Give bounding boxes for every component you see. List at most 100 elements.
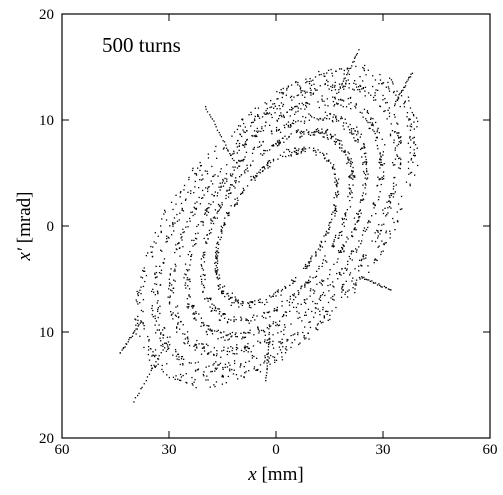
- scatter-point: [319, 320, 321, 322]
- scatter-point: [172, 354, 174, 356]
- scatter-point: [403, 86, 405, 89]
- scatter-point: [317, 149, 319, 151]
- scatter-point: [258, 146, 261, 148]
- scatter-point: [218, 209, 221, 211]
- scatter-point: [339, 146, 341, 149]
- scatter-point: [396, 132, 398, 134]
- scatter-point: [364, 183, 366, 185]
- scatter-point: [326, 313, 328, 315]
- scatter-point: [307, 308, 310, 310]
- scatter-point: [217, 364, 219, 366]
- scatter-point: [334, 207, 336, 209]
- scatter-point: [354, 223, 356, 225]
- scatter-point: [186, 277, 189, 279]
- scatter-point: [314, 302, 316, 305]
- scatter-point: [272, 356, 274, 358]
- scatter-point: [182, 363, 184, 365]
- scatter-point: [280, 114, 282, 116]
- scatter-point: [380, 253, 382, 256]
- scatter-point: [199, 169, 201, 172]
- scatter-point: [328, 290, 330, 292]
- scatter-point: [135, 328, 137, 330]
- scatter-point: [370, 117, 372, 119]
- scatter-point: [266, 301, 268, 303]
- scatter-point: [169, 282, 171, 284]
- scatter-point: [359, 278, 361, 280]
- scatter-point: [157, 310, 159, 312]
- scatter-point: [242, 160, 244, 162]
- scatter-point: [178, 356, 180, 358]
- scatter-point: [233, 360, 236, 362]
- scatter-point: [400, 158, 402, 161]
- scatter-point: [166, 363, 168, 365]
- scatter-point: [143, 325, 145, 327]
- scatter-point: [165, 350, 168, 352]
- scatter-point: [349, 193, 351, 195]
- scatter-point: [257, 107, 260, 109]
- scatter-point: [136, 290, 138, 293]
- scatter-point: [343, 78, 345, 80]
- scatter-point: [160, 332, 162, 334]
- scatter-point: [256, 369, 258, 371]
- scatter-point: [406, 80, 408, 83]
- scatter-point: [244, 141, 247, 143]
- scatter-point: [217, 203, 220, 206]
- scatter-point: [207, 153, 209, 155]
- scatter-point: [244, 336, 247, 338]
- scatter-point: [238, 165, 240, 167]
- scatter-point: [331, 86, 334, 88]
- scatter-point: [339, 272, 341, 274]
- scatter-point: [185, 226, 187, 228]
- scatter-point: [264, 113, 266, 115]
- scatter-point: [268, 331, 270, 334]
- scatter-point: [222, 313, 224, 315]
- scatter-point: [208, 233, 211, 235]
- scatter-point: [274, 291, 277, 294]
- scatter-point: [231, 158, 234, 160]
- scatter-point: [151, 355, 153, 357]
- scatter-point: [294, 151, 296, 153]
- scatter-point: [216, 212, 218, 214]
- scatter-point: [129, 337, 131, 339]
- scatter-point: [230, 154, 232, 157]
- scatter-point: [377, 127, 379, 129]
- scatter-point: [275, 126, 278, 129]
- scatter-point: [299, 131, 301, 133]
- scatter-point: [315, 254, 317, 256]
- scatter-point: [323, 100, 325, 102]
- scatter-point: [238, 125, 240, 127]
- scatter-point: [271, 343, 274, 346]
- scatter-point: [194, 379, 196, 381]
- scatter-point: [297, 152, 299, 155]
- scatter-point: [321, 294, 324, 296]
- scatter-point: [183, 358, 185, 360]
- scatter-point: [210, 351, 212, 353]
- scatter-point: [241, 304, 243, 307]
- scatter-point: [154, 232, 156, 234]
- scatter-point: [303, 301, 306, 303]
- scatter-point: [302, 331, 304, 334]
- scatter-point: [315, 275, 318, 277]
- scatter-point: [379, 105, 381, 107]
- scatter-point: [198, 187, 200, 189]
- scatter-point: [321, 246, 324, 248]
- scatter-point: [276, 306, 278, 309]
- scatter-point: [413, 149, 415, 151]
- scatter-point: [261, 315, 263, 317]
- scatter-point: [305, 314, 307, 316]
- scatter-point: [215, 368, 217, 370]
- scatter-point: [299, 137, 301, 139]
- scatter-point: [277, 325, 279, 327]
- scatter-point: [246, 346, 249, 348]
- scatter-point: [181, 207, 183, 210]
- scatter-point: [321, 100, 323, 102]
- scatter-point: [210, 232, 212, 234]
- scatter-point: [233, 320, 235, 323]
- scatter-point: [350, 130, 353, 132]
- scatter-point: [387, 86, 390, 88]
- scatter-point: [404, 100, 406, 102]
- scatter-point: [226, 212, 229, 215]
- scatter-point: [174, 349, 177, 351]
- scatter-point: [269, 316, 271, 318]
- scatter-point: [298, 343, 300, 346]
